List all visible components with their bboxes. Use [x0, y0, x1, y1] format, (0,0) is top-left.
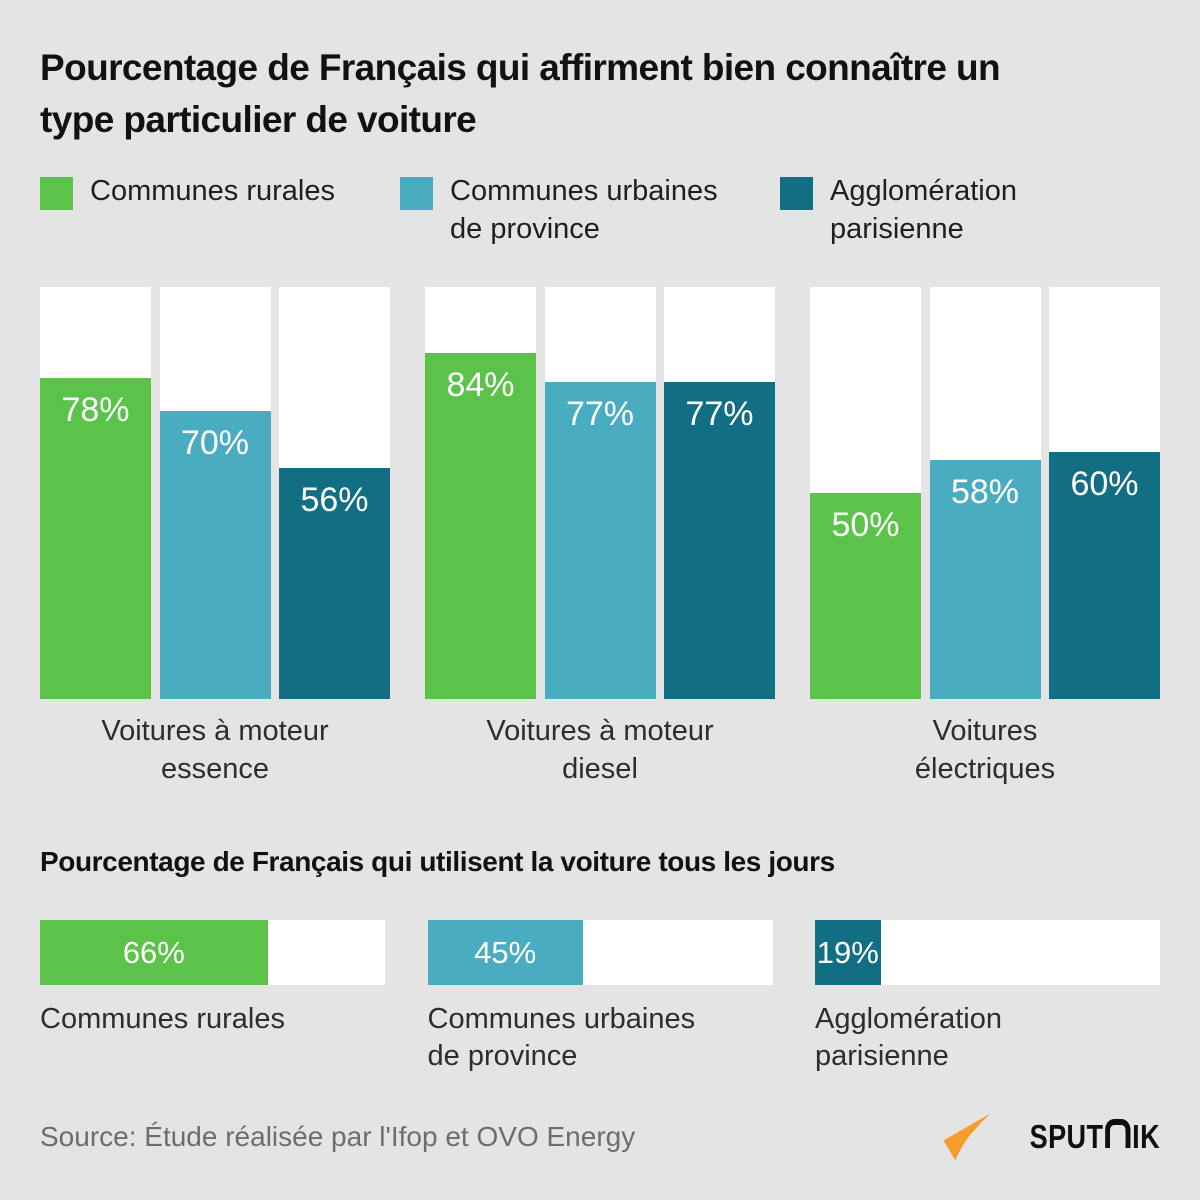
source-note: Source: Étude réalisée par l'Ifop et OVO…	[40, 1121, 636, 1152]
bar-value-label: 50%	[831, 506, 900, 544]
page-title: Pourcentage de Français qui affirment bi…	[40, 47, 1001, 140]
bar-value-label: 70%	[180, 423, 250, 462]
category-group: 78% 70% 56% Voitures à moteur essence	[40, 287, 390, 788]
usage-bar-fill: 66%	[40, 920, 268, 985]
bar-track: 77%	[544, 287, 656, 699]
bar-cluster: 84% 77% 77%	[425, 287, 775, 699]
knowledge-chart: 78% 70% 56% Voitures à moteur essence 84% 77%…	[40, 287, 1160, 788]
bar-track: 56%	[279, 287, 390, 699]
sputnik-wordmark: SPUT IK	[1030, 1118, 1160, 1156]
legend-label: Communes urbaines de province	[450, 175, 718, 245]
usage-category-label: Agglomération parisienne	[815, 1003, 1002, 1072]
bar-track: 77%	[664, 287, 775, 699]
section2-title: Pourcentage de Français qui utilisent la…	[40, 846, 835, 877]
category-group: 84% 77% 77% Voitures à moteur diesel	[425, 287, 775, 788]
legend-label: Communes rurales	[90, 175, 335, 207]
usage-bar-track: 19%	[815, 920, 1160, 985]
bar-fill: 58%	[929, 460, 1041, 699]
usage-group: 19% Agglomération parisienne	[815, 920, 1160, 1075]
bar-track: 50%	[810, 287, 921, 699]
category-group: 50% 58% 60% Voitures électriques	[810, 287, 1160, 788]
letter-n-arch-icon	[1105, 1119, 1131, 1148]
category-label: Voitures électriques	[914, 715, 1056, 785]
bar-fill: 56%	[279, 468, 390, 699]
bar-value-label: 77%	[685, 394, 754, 433]
bar-fill: 78%	[40, 377, 151, 699]
wordmark-prefix: SPUT	[1029, 1118, 1104, 1155]
bar-value-label: 58%	[950, 473, 1020, 512]
bar-value-label: 77%	[565, 394, 635, 433]
usage-bar-value-label: 45%	[474, 934, 537, 970]
bar-fill: 70%	[159, 410, 271, 699]
usage-bar-fill: 45%	[427, 920, 583, 985]
bar-value-label: 84%	[446, 365, 515, 404]
usage-bar-value-label: 66%	[122, 934, 185, 970]
bar-fill: 77%	[544, 381, 656, 699]
usage-chart: 66% Communes rurales 45% Communes urbaines …	[40, 920, 1160, 1075]
usage-bar-value-label: 19%	[816, 934, 879, 970]
usage-category-label: Communes urbaines de province	[427, 1003, 696, 1072]
bar-value-label: 60%	[1070, 464, 1139, 503]
bar-value-label: 78%	[61, 390, 130, 429]
bar-cluster: 78% 70% 56%	[40, 287, 390, 699]
legend-item: Communes rurales	[40, 175, 400, 248]
sputnik-arrow-icon	[943, 1113, 991, 1161]
wordmark-suffix: IK	[1132, 1118, 1160, 1155]
legend-item: Agglomération parisienne	[780, 175, 1017, 248]
bar-fill: 84%	[425, 352, 536, 699]
bar-fill: 50%	[810, 493, 921, 699]
legend: Communes rurales Communes urbaines de pro…	[40, 175, 1017, 248]
usage-category-label: Communes rurales	[40, 1003, 285, 1035]
legend-swatch	[780, 177, 813, 210]
footer: Source: Étude réalisée par l'Ifop et OVO…	[40, 1106, 1160, 1168]
legend-label: Agglomération parisienne	[830, 175, 1017, 245]
bar-track: 58%	[929, 287, 1041, 699]
sputnik-logo: SPUT IK	[940, 1112, 1160, 1162]
bar-track: 70%	[159, 287, 271, 699]
category-label: Voitures à moteur diesel	[486, 715, 714, 785]
bar-track: 78%	[40, 287, 151, 699]
bar-cluster: 50% 58% 60%	[810, 287, 1160, 699]
bar-fill: 60%	[1049, 451, 1160, 699]
usage-bar-track: 66%	[40, 920, 385, 985]
usage-bar-fill: 19%	[815, 920, 881, 985]
usage-group: 45% Communes urbaines de province	[427, 920, 773, 1075]
bar-track: 60%	[1049, 287, 1160, 699]
usage-group: 66% Communes rurales	[40, 920, 385, 1075]
bar-value-label: 56%	[300, 481, 369, 520]
legend-item: Communes urbaines de province	[400, 175, 780, 248]
usage-bar-track: 45%	[427, 920, 773, 985]
bar-track: 84%	[425, 287, 536, 699]
legend-swatch	[400, 177, 433, 210]
category-label: Voitures à moteur essence	[101, 715, 329, 785]
legend-swatch	[40, 177, 73, 210]
bar-fill: 77%	[664, 381, 775, 699]
